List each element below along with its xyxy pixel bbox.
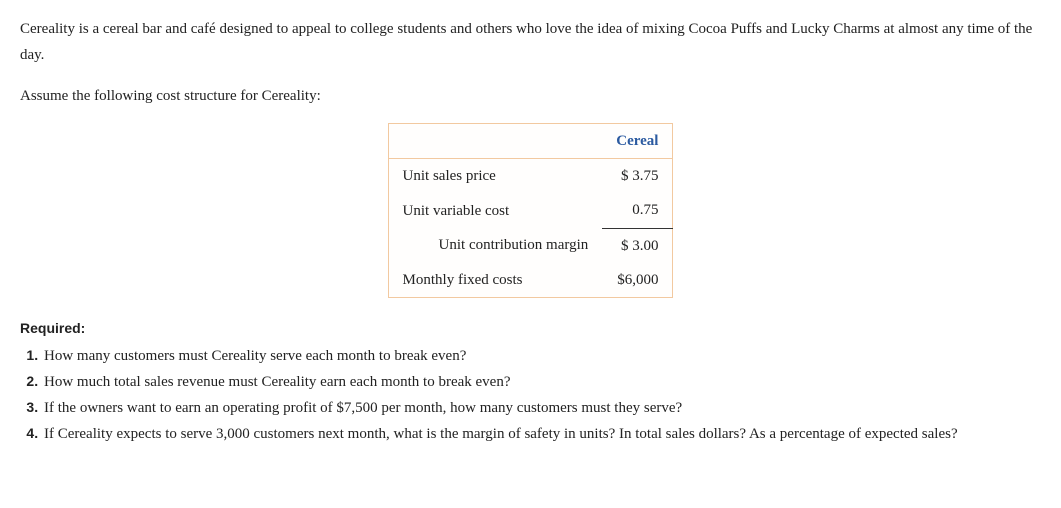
header-empty bbox=[388, 123, 602, 158]
table-row: Monthly fixed costs $6,000 bbox=[388, 263, 673, 298]
table-header-row: Cereal bbox=[388, 123, 673, 158]
row-label: Monthly fixed costs bbox=[388, 263, 602, 298]
required-heading: Required: bbox=[20, 316, 1041, 341]
table-row: Unit sales price $ 3.75 bbox=[388, 159, 673, 194]
table-row: Unit contribution margin $ 3.00 bbox=[388, 228, 673, 263]
cost-structure-table: Cereal Unit sales price $ 3.75 Unit vari… bbox=[388, 123, 674, 298]
intro-paragraph-2: Assume the following cost structure for … bbox=[20, 83, 1041, 109]
table-row: Unit variable cost 0.75 bbox=[388, 193, 673, 228]
row-value: $ 3.75 bbox=[602, 159, 673, 194]
row-label: Unit sales price bbox=[388, 159, 602, 194]
list-item: How much total sales revenue must Cereal… bbox=[42, 369, 1041, 395]
header-cereal: Cereal bbox=[602, 123, 673, 158]
list-item: How many customers must Cereality serve … bbox=[42, 343, 1041, 369]
list-item: If the owners want to earn an operating … bbox=[42, 395, 1041, 421]
required-list: How many customers must Cereality serve … bbox=[20, 343, 1041, 448]
row-label-indent: Unit contribution margin bbox=[388, 228, 602, 263]
row-value: 0.75 bbox=[602, 193, 673, 228]
list-item: If Cereality expects to serve 3,000 cust… bbox=[42, 421, 1041, 447]
row-label: Unit variable cost bbox=[388, 193, 602, 228]
row-value: $ 3.00 bbox=[602, 228, 673, 263]
cost-table-container: Cereal Unit sales price $ 3.75 Unit vari… bbox=[20, 123, 1041, 298]
row-value: $6,000 bbox=[602, 263, 673, 298]
intro-paragraph-1: Cereality is a cereal bar and café desig… bbox=[20, 16, 1041, 69]
